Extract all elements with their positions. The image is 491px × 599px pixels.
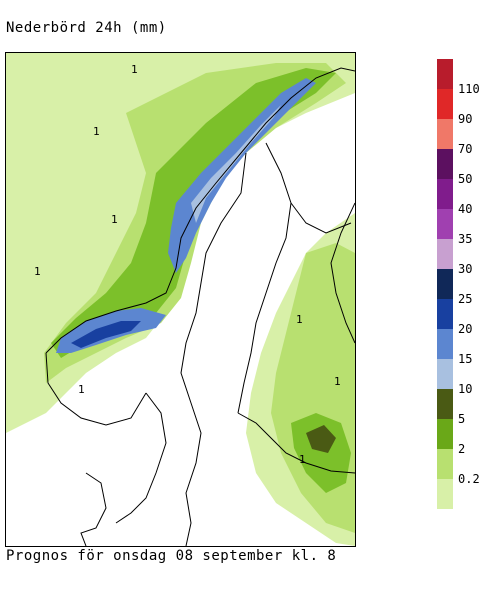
legend-swatch: [437, 419, 453, 449]
legend-swatch: [437, 59, 453, 89]
contour-label: 1: [78, 383, 85, 396]
precip-area-dark-olive: [306, 425, 336, 453]
legend-swatch: [437, 119, 453, 149]
legend-label-2: 2: [458, 442, 466, 456]
contour-label: 1: [93, 125, 100, 138]
legend-label-25: 25: [458, 292, 473, 306]
legend-label-40: 40: [458, 202, 473, 216]
precipitation-map: 1 1 1 1 1 1 1 1: [5, 52, 356, 547]
legend-swatch: [437, 269, 453, 299]
legend-label-70: 70: [458, 142, 473, 156]
legend-swatch: [437, 359, 453, 389]
legend-label-50: 50: [458, 172, 473, 186]
coastline-bothnia-west: [180, 152, 247, 546]
legend-swatch: [437, 479, 453, 509]
legend-label-35: 35: [458, 232, 473, 246]
coastline-southern-sweden: [115, 392, 167, 524]
legend-label-20: 20: [458, 322, 473, 336]
coastline-finland: [290, 202, 352, 234]
legend-label-5: 5: [458, 412, 466, 426]
coastline-norway-south: [45, 352, 147, 426]
legend-swatch: [437, 89, 453, 119]
contour-label: 1: [111, 213, 118, 226]
legend-swatch: [437, 179, 453, 209]
legend-label-30: 30: [458, 262, 473, 276]
contour-label: 1: [34, 265, 41, 278]
legend-label-15: 15: [458, 352, 473, 366]
contour-label: 1: [296, 313, 303, 326]
border-finland-russia: [330, 202, 355, 344]
legend-swatch: [437, 299, 453, 329]
legend-label-10: 10: [458, 382, 473, 396]
legend-swatch: [437, 149, 453, 179]
legend-swatch: [437, 449, 453, 479]
precip-area-heavy-north: [168, 78, 316, 273]
legend-label-0-2: 0.2: [458, 472, 480, 486]
coastline-scandinavia: [45, 67, 355, 354]
precip-area-very-heavy: [71, 321, 141, 348]
coastline-baltic: [237, 412, 355, 474]
legend-label-110: 110: [458, 82, 480, 96]
legend-label-90: 90: [458, 112, 473, 126]
coastline-bothnia-east: [237, 142, 292, 414]
forecast-caption: Prognos för onsdag 08 september kl. 8: [6, 548, 337, 564]
contour-label: 1: [299, 453, 306, 466]
legend-swatch: [437, 239, 453, 269]
contour-label: 1: [334, 375, 341, 388]
precip-area-pale-blue: [191, 105, 281, 223]
contour-label: 1: [131, 63, 138, 76]
legend-swatch: [437, 209, 453, 239]
map-title: Nederbörd 24h (mm): [6, 20, 167, 36]
legend-swatch: [437, 389, 453, 419]
coastline-denmark: [80, 472, 107, 546]
legend-swatch: [437, 329, 453, 359]
